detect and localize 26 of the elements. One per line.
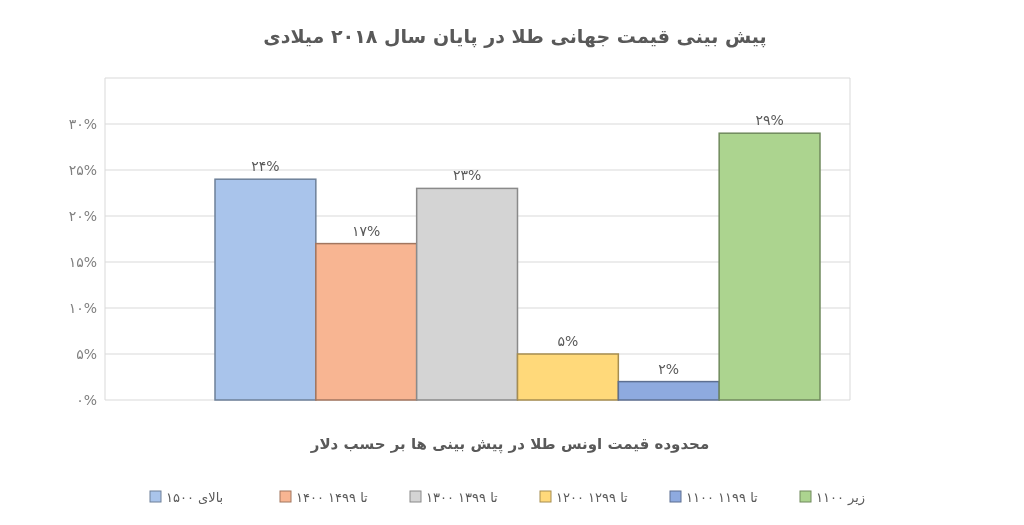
data-label: ۲%: [658, 360, 680, 377]
y-tick-label: ۵%: [76, 345, 97, 362]
x-axis-title: محدوده قیمت اونس طلا در پیش بینی ها بر حسب دلار: [309, 435, 710, 454]
bar: [516, 353, 620, 401]
bar: [214, 178, 317, 401]
data-label: ۲۴%: [251, 158, 280, 175]
chart-title: پیش بینی قیمت جهانی طلا در پایان سال ۲۰۱۸ میلادی: [263, 25, 767, 48]
data-label: ۲۹%: [755, 112, 784, 129]
legend-label: ۱۲۰۰ تا ۱۲۹۹: [556, 489, 629, 505]
y-tick-label: ۲۵%: [68, 161, 97, 178]
legend-label: ۱۱۰۰ تا ۱۱۹۹: [686, 489, 759, 505]
legend-label: ۱۳۰۰ تا ۱۳۹۹: [426, 489, 499, 505]
data-label: ۵%: [557, 333, 579, 349]
y-tick-label: ۲۰%: [68, 207, 97, 224]
y-tick-label: ۱۰%: [68, 299, 97, 316]
legend-label: زیر ۱۱۰۰: [816, 489, 866, 506]
y-tick-label: ۳۰%: [68, 115, 97, 132]
data-label: ۲۳%: [452, 167, 482, 184]
bar: [718, 132, 821, 401]
y-tick-label: ۱۵%: [68, 253, 97, 270]
bar: [617, 380, 720, 401]
legend-label: بالای ۱۵۰۰: [166, 489, 224, 505]
y-tick-label: ۰%: [76, 391, 97, 408]
bar: [315, 242, 418, 401]
data-label: ۱۷%: [352, 222, 381, 239]
legend-label: ۱۴۰۰ تا ۱۴۹۹: [296, 489, 369, 505]
